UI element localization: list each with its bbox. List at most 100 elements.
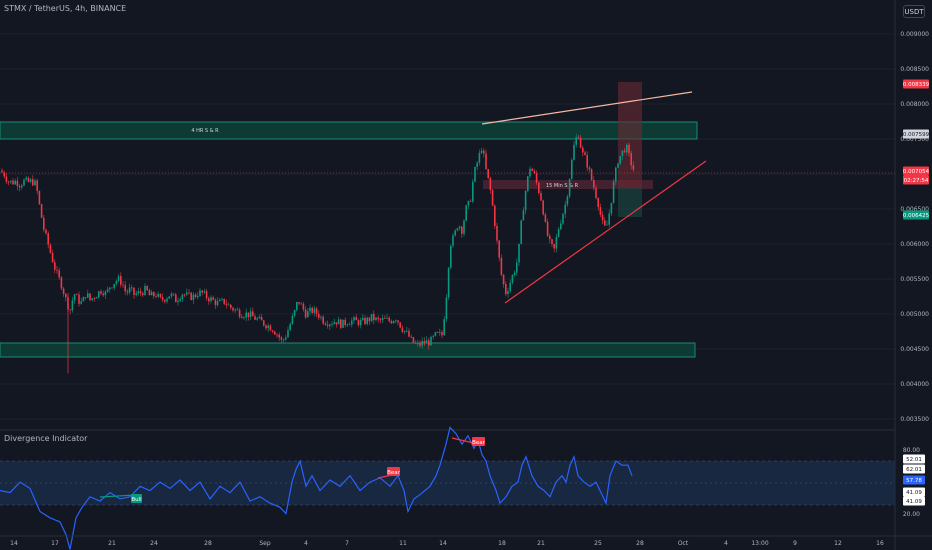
resistance-trendline[interactable] bbox=[481, 91, 693, 125]
candle-body bbox=[221, 298, 223, 300]
time-tick-label: 4 bbox=[304, 540, 308, 547]
price-tag-label: 0.008339 bbox=[903, 82, 930, 88]
candle-body bbox=[203, 291, 206, 293]
price-tick-label: 0.006000 bbox=[900, 241, 929, 248]
currency-button[interactable]: USDT bbox=[903, 5, 925, 18]
price-axis-ticks[interactable]: 0.009000 0.008500 0.008000 0.007500 0.006500… bbox=[900, 31, 929, 423]
candle-body bbox=[45, 229, 47, 234]
time-tick-label: 14 bbox=[439, 540, 447, 547]
time-axis-ticks[interactable]: 14 17 21 24 28 Sep 4 7 11 14 18 21 25 28 Oct 4 13:00 9 12 1… bbox=[10, 540, 884, 547]
candle-body bbox=[29, 179, 32, 182]
indicator-axis-ticks: 80.00 20.00 bbox=[903, 447, 920, 518]
price-tag-label: 0.007054 bbox=[903, 169, 930, 175]
candle-body bbox=[5, 176, 8, 182]
candle-body bbox=[285, 337, 287, 340]
price-axis-tags: 0.008339 0.007599 0.007054 02:27:54 0.006425 bbox=[903, 79, 930, 220]
candle-body bbox=[324, 323, 327, 325]
take-profit-box[interactable] bbox=[618, 187, 642, 217]
candle-body bbox=[148, 290, 151, 296]
indicator-tag bbox=[903, 496, 925, 506]
candle-body bbox=[476, 162, 478, 167]
candle-body bbox=[441, 332, 443, 336]
time-tick-label: 11 bbox=[399, 540, 407, 547]
time-tick-label: 28 bbox=[636, 540, 644, 547]
candle-body bbox=[524, 191, 527, 211]
candle-body bbox=[126, 291, 129, 293]
candle-body bbox=[533, 170, 536, 174]
indicator-tick-label: 20.00 bbox=[903, 511, 920, 518]
candle-body bbox=[133, 287, 135, 295]
candle-body bbox=[89, 293, 91, 301]
candle-body bbox=[311, 307, 313, 313]
mid-support-resistance-zone[interactable] bbox=[483, 180, 653, 189]
candle-body bbox=[27, 177, 30, 182]
candle-body bbox=[38, 190, 41, 205]
candle-body bbox=[175, 294, 177, 303]
bear-label-2: Bear bbox=[472, 437, 486, 446]
time-tick-label: 24 bbox=[150, 540, 158, 547]
candle-body bbox=[573, 144, 575, 161]
price-tag bbox=[903, 79, 929, 89]
candle-body bbox=[522, 210, 525, 221]
candle-body bbox=[144, 285, 146, 296]
svg-text:Bear: Bear bbox=[472, 440, 486, 446]
candle-body bbox=[507, 291, 509, 295]
candle-body bbox=[417, 342, 419, 344]
candle-body bbox=[542, 200, 544, 215]
candle-body bbox=[551, 239, 553, 245]
candle-body bbox=[276, 334, 278, 336]
candle-body bbox=[84, 297, 87, 298]
candle-body bbox=[14, 180, 16, 185]
candle-body bbox=[3, 172, 5, 177]
candle-body bbox=[599, 207, 602, 215]
indicator-title: Divergence Indicator bbox=[4, 434, 88, 443]
candle-body bbox=[487, 169, 489, 178]
indicator-tag bbox=[903, 487, 925, 497]
support-trendline[interactable] bbox=[504, 160, 707, 304]
candle-body bbox=[373, 313, 375, 321]
candle-body bbox=[194, 294, 197, 297]
top-zone-label: 4 HR S & R bbox=[191, 128, 219, 134]
candle-body bbox=[329, 324, 331, 327]
time-tick-label: 14 bbox=[10, 540, 18, 547]
candle-body bbox=[489, 177, 492, 191]
candle-body bbox=[584, 152, 586, 156]
candle-body bbox=[626, 144, 628, 153]
candle-body bbox=[168, 296, 170, 299]
bottom-support-resistance-zone[interactable] bbox=[0, 342, 696, 358]
indicator-tag-label: 62.01 bbox=[906, 467, 922, 473]
candle-body bbox=[260, 316, 263, 321]
candle-body bbox=[318, 313, 320, 318]
candle-body bbox=[555, 236, 558, 249]
candle-body bbox=[300, 303, 302, 305]
candle-body bbox=[575, 137, 577, 145]
bear-label-1: Bear bbox=[387, 467, 401, 476]
candle-body bbox=[223, 298, 225, 304]
candle-body bbox=[379, 319, 382, 321]
candle-body bbox=[298, 302, 300, 304]
candle-body bbox=[480, 150, 483, 153]
candle-body bbox=[181, 294, 184, 300]
candle-body bbox=[410, 336, 412, 338]
indicator-tag bbox=[903, 454, 925, 464]
bull-divergence-line bbox=[99, 494, 137, 498]
candle-body bbox=[98, 291, 100, 298]
price-tag-label: 0.006425 bbox=[903, 213, 930, 219]
candle-body bbox=[340, 319, 342, 328]
candle-body bbox=[474, 166, 476, 182]
candle-body bbox=[628, 144, 630, 154]
candle-body bbox=[192, 294, 195, 300]
candle-body bbox=[201, 290, 203, 293]
indicator-tag-label: 41.09 bbox=[906, 490, 922, 496]
candle-body bbox=[615, 167, 617, 182]
candle-body bbox=[623, 150, 626, 153]
candle-body bbox=[513, 272, 516, 276]
stop-loss-box[interactable] bbox=[618, 82, 642, 187]
candle-body bbox=[595, 187, 597, 199]
candle-body bbox=[146, 285, 148, 291]
candle-body bbox=[18, 186, 21, 188]
svg-text:Bear: Bear bbox=[387, 470, 401, 476]
candle-body bbox=[502, 274, 505, 285]
top-support-resistance-zone[interactable] bbox=[0, 121, 698, 140]
